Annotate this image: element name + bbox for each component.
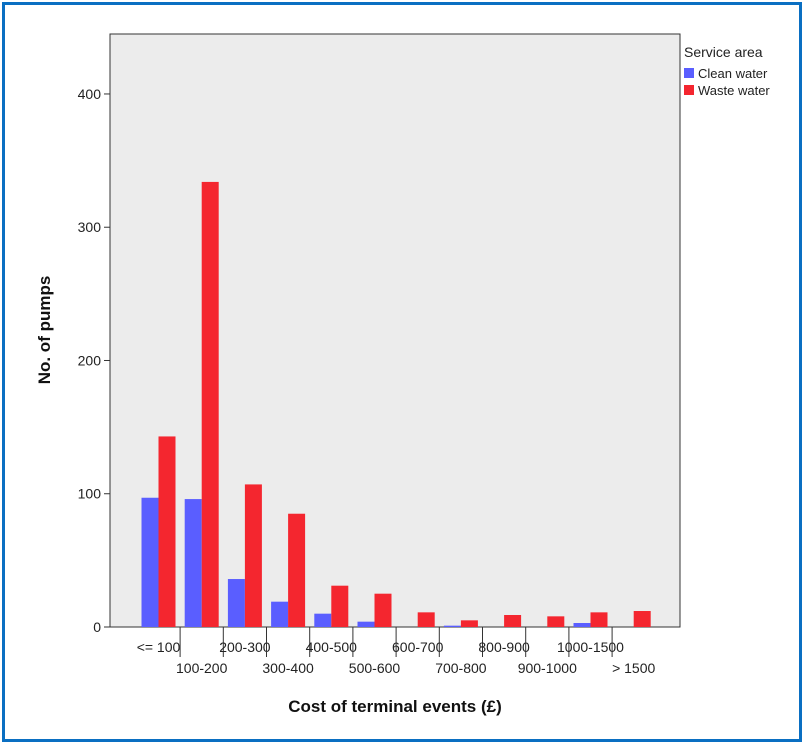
bar-waste-water-3 <box>288 513 306 627</box>
x-tick-label: 1000-1500 <box>557 639 624 655</box>
bar-waste-water-0 <box>158 436 176 627</box>
bar-waste-water-11 <box>633 611 651 627</box>
bar-waste-water-10 <box>590 612 608 627</box>
x-tick-label: 200-300 <box>219 639 271 655</box>
bar-waste-water-1 <box>201 181 219 627</box>
x-tick-label: 600-700 <box>392 639 444 655</box>
legend: Service area Clean water Waste water <box>684 44 770 98</box>
x-axis-title: Cost of terminal events (£) <box>288 697 502 716</box>
x-tick-label: 500-600 <box>349 660 401 676</box>
bar-waste-water-7 <box>460 620 478 627</box>
y-tick-label: 100 <box>78 486 102 502</box>
bar-clean-water-3 <box>271 601 289 627</box>
x-tick-label: > 1500 <box>612 660 655 676</box>
legend-label-0: Clean water <box>698 66 768 81</box>
bar-waste-water-9 <box>547 616 565 627</box>
x-tick-label: <= 100 <box>137 639 181 655</box>
y-tick-label: 200 <box>78 352 102 368</box>
y-tick-label: 400 <box>78 86 102 102</box>
bar-clean-water-1 <box>184 499 202 627</box>
x-tick-label: 900-1000 <box>518 660 577 676</box>
bar-clean-water-4 <box>314 613 332 627</box>
bar-waste-water-8 <box>504 615 522 627</box>
bar-waste-water-2 <box>244 484 262 627</box>
bar-clean-water-5 <box>357 621 375 627</box>
x-tick-label: 100-200 <box>176 660 228 676</box>
legend-swatch-1 <box>684 85 694 95</box>
bar-clean-water-2 <box>227 579 245 627</box>
bar-clean-water-0 <box>141 497 159 627</box>
bar-waste-water-4 <box>331 585 349 627</box>
bar-clean-water-7 <box>443 625 461 627</box>
x-tick-label: 800-900 <box>478 639 530 655</box>
legend-label-1: Waste water <box>698 83 770 98</box>
x-tick-label: 300-400 <box>262 660 314 676</box>
y-tick-label: 0 <box>93 619 101 635</box>
bar-waste-water-5 <box>374 593 392 627</box>
y-tick-label: 300 <box>78 219 102 235</box>
x-tick-label: 400-500 <box>306 639 358 655</box>
bar-waste-water-6 <box>417 612 435 627</box>
legend-swatch-0 <box>684 68 694 78</box>
bar-clean-water-10 <box>573 623 591 627</box>
legend-title: Service area <box>684 44 763 60</box>
x-tick-label: 700-800 <box>435 660 487 676</box>
y-axis-title: No. of pumps <box>35 276 54 385</box>
